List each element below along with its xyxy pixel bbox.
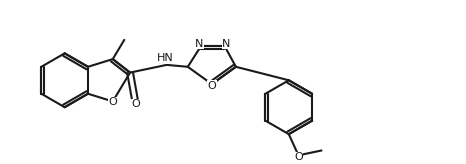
- Text: HN: HN: [158, 53, 174, 63]
- Text: O: O: [207, 81, 216, 91]
- Text: O: O: [131, 99, 140, 109]
- Text: O: O: [294, 152, 303, 162]
- Text: N: N: [195, 39, 204, 49]
- Text: O: O: [109, 97, 117, 107]
- Text: N: N: [222, 39, 231, 49]
